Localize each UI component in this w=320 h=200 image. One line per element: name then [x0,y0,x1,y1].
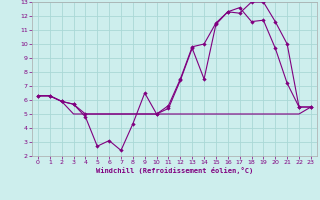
X-axis label: Windchill (Refroidissement éolien,°C): Windchill (Refroidissement éolien,°C) [96,167,253,174]
